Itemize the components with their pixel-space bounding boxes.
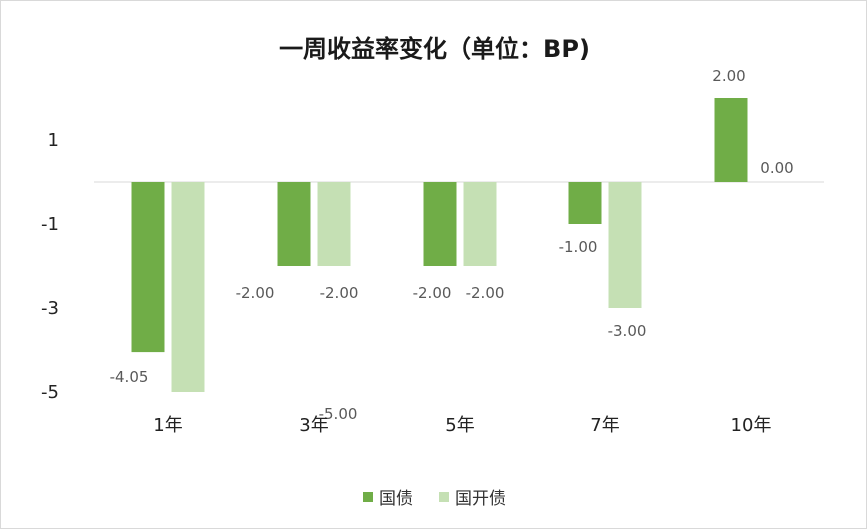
category-label: 3年	[299, 415, 328, 436]
legend-label: 国债	[379, 489, 413, 509]
legend-swatch	[363, 491, 373, 502]
y-tick-label: -3	[41, 298, 59, 319]
bar-guokaizhai	[317, 182, 351, 266]
legend: 国债 国开债	[1, 484, 867, 509]
bar-guokaizhai	[171, 182, 205, 392]
bar-guozhai	[131, 182, 165, 353]
bar-guozhai	[714, 98, 748, 182]
bar-guozhai	[423, 182, 457, 266]
y-tick-label: -1	[41, 214, 59, 235]
data-label: -2.00	[236, 284, 275, 302]
legend-label: 国开债	[455, 489, 506, 509]
bar-guozhai	[568, 182, 602, 224]
data-label: -2.00	[320, 284, 359, 302]
data-label: -4.05	[110, 368, 149, 386]
data-label: -2.00	[413, 284, 452, 302]
category-label: 10年	[731, 415, 772, 436]
legend-swatch	[439, 491, 449, 502]
y-tick-label: 1	[48, 130, 59, 151]
category-label: 1年	[153, 415, 182, 436]
data-label: -5.00	[319, 405, 358, 423]
y-tick-label: -5	[41, 382, 59, 403]
data-label: -3.00	[608, 322, 647, 340]
bar-guokaizhai	[608, 182, 642, 308]
bar-guozhai	[277, 182, 311, 266]
legend-item: 国债	[363, 484, 413, 509]
data-label: 2.00	[712, 67, 745, 85]
data-label: 0.00	[760, 159, 793, 177]
category-label: 7年	[590, 415, 619, 436]
data-label: -2.00	[466, 284, 505, 302]
chart-title: 一周收益率变化（单位：BP)	[279, 35, 590, 63]
bar-guokaizhai	[463, 182, 497, 266]
data-label: -1.00	[559, 238, 598, 256]
category-label: 5年	[445, 415, 474, 436]
legend-item: 国开债	[439, 484, 506, 509]
